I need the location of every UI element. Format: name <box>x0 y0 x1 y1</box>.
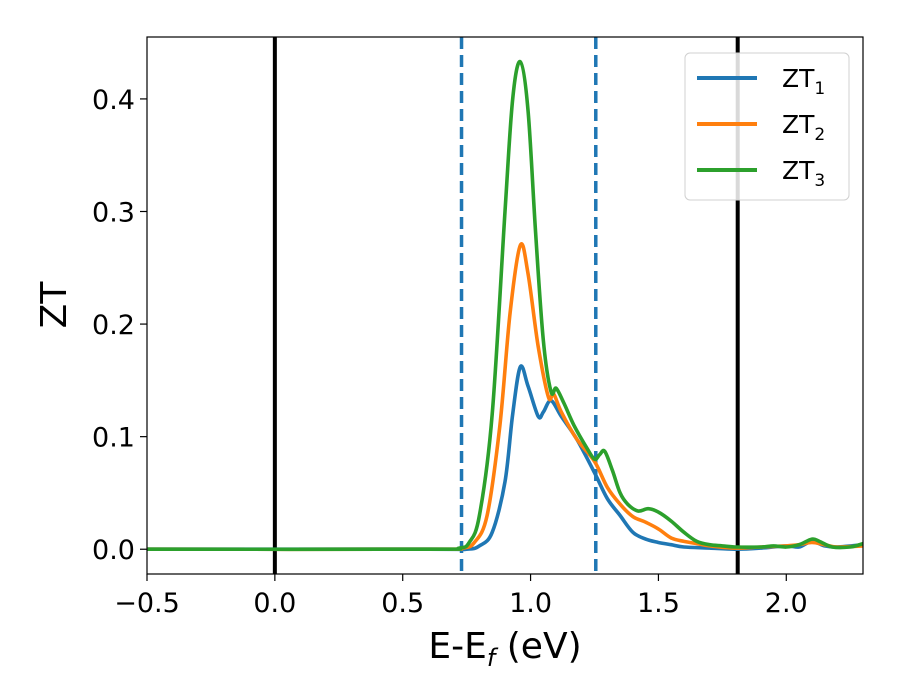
series-line-zt3 <box>147 59 863 552</box>
series-lines <box>147 59 863 552</box>
x-tick-label: 0.5 <box>381 588 424 619</box>
series-line-zt1 <box>147 364 863 552</box>
legend-label-zt3: ZT3 <box>782 156 825 191</box>
y-tick-label: 0.1 <box>92 423 135 454</box>
y-tick-label: 0.4 <box>92 85 135 116</box>
legend-label-zt2: ZT2 <box>782 110 825 145</box>
x-axis-ticks: −0.5 0.0 0.5 1.0 1.5 2.0 <box>114 574 808 619</box>
x-axis-label: E-Ef (eV) <box>428 626 581 672</box>
y-axis-label: ZT <box>34 281 75 329</box>
x-axis-label-main: E-E <box>428 626 486 667</box>
x-tick-label: 0.0 <box>253 588 296 619</box>
legend-label-zt1: ZT1 <box>782 64 825 99</box>
y-tick-label: 0.0 <box>92 535 135 566</box>
x-tick-label: 1.5 <box>637 588 680 619</box>
legend: ZT1 ZT2 ZT3 <box>684 52 850 201</box>
plot-frame <box>146 36 864 575</box>
legend-box <box>684 52 850 201</box>
y-tick-label: 0.3 <box>92 197 135 228</box>
x-tick-label: 1.0 <box>509 588 552 619</box>
series-line-zt2 <box>147 242 863 552</box>
x-tick-label: −0.5 <box>114 588 180 619</box>
x-tick-label: 2.0 <box>765 588 808 619</box>
y-tick-label: 0.2 <box>92 310 135 341</box>
y-axis-ticks: 0.0 0.1 0.2 0.3 0.4 <box>92 85 147 566</box>
x-axis-label-unit: (eV) <box>495 626 581 667</box>
reference-lines <box>272 37 740 574</box>
